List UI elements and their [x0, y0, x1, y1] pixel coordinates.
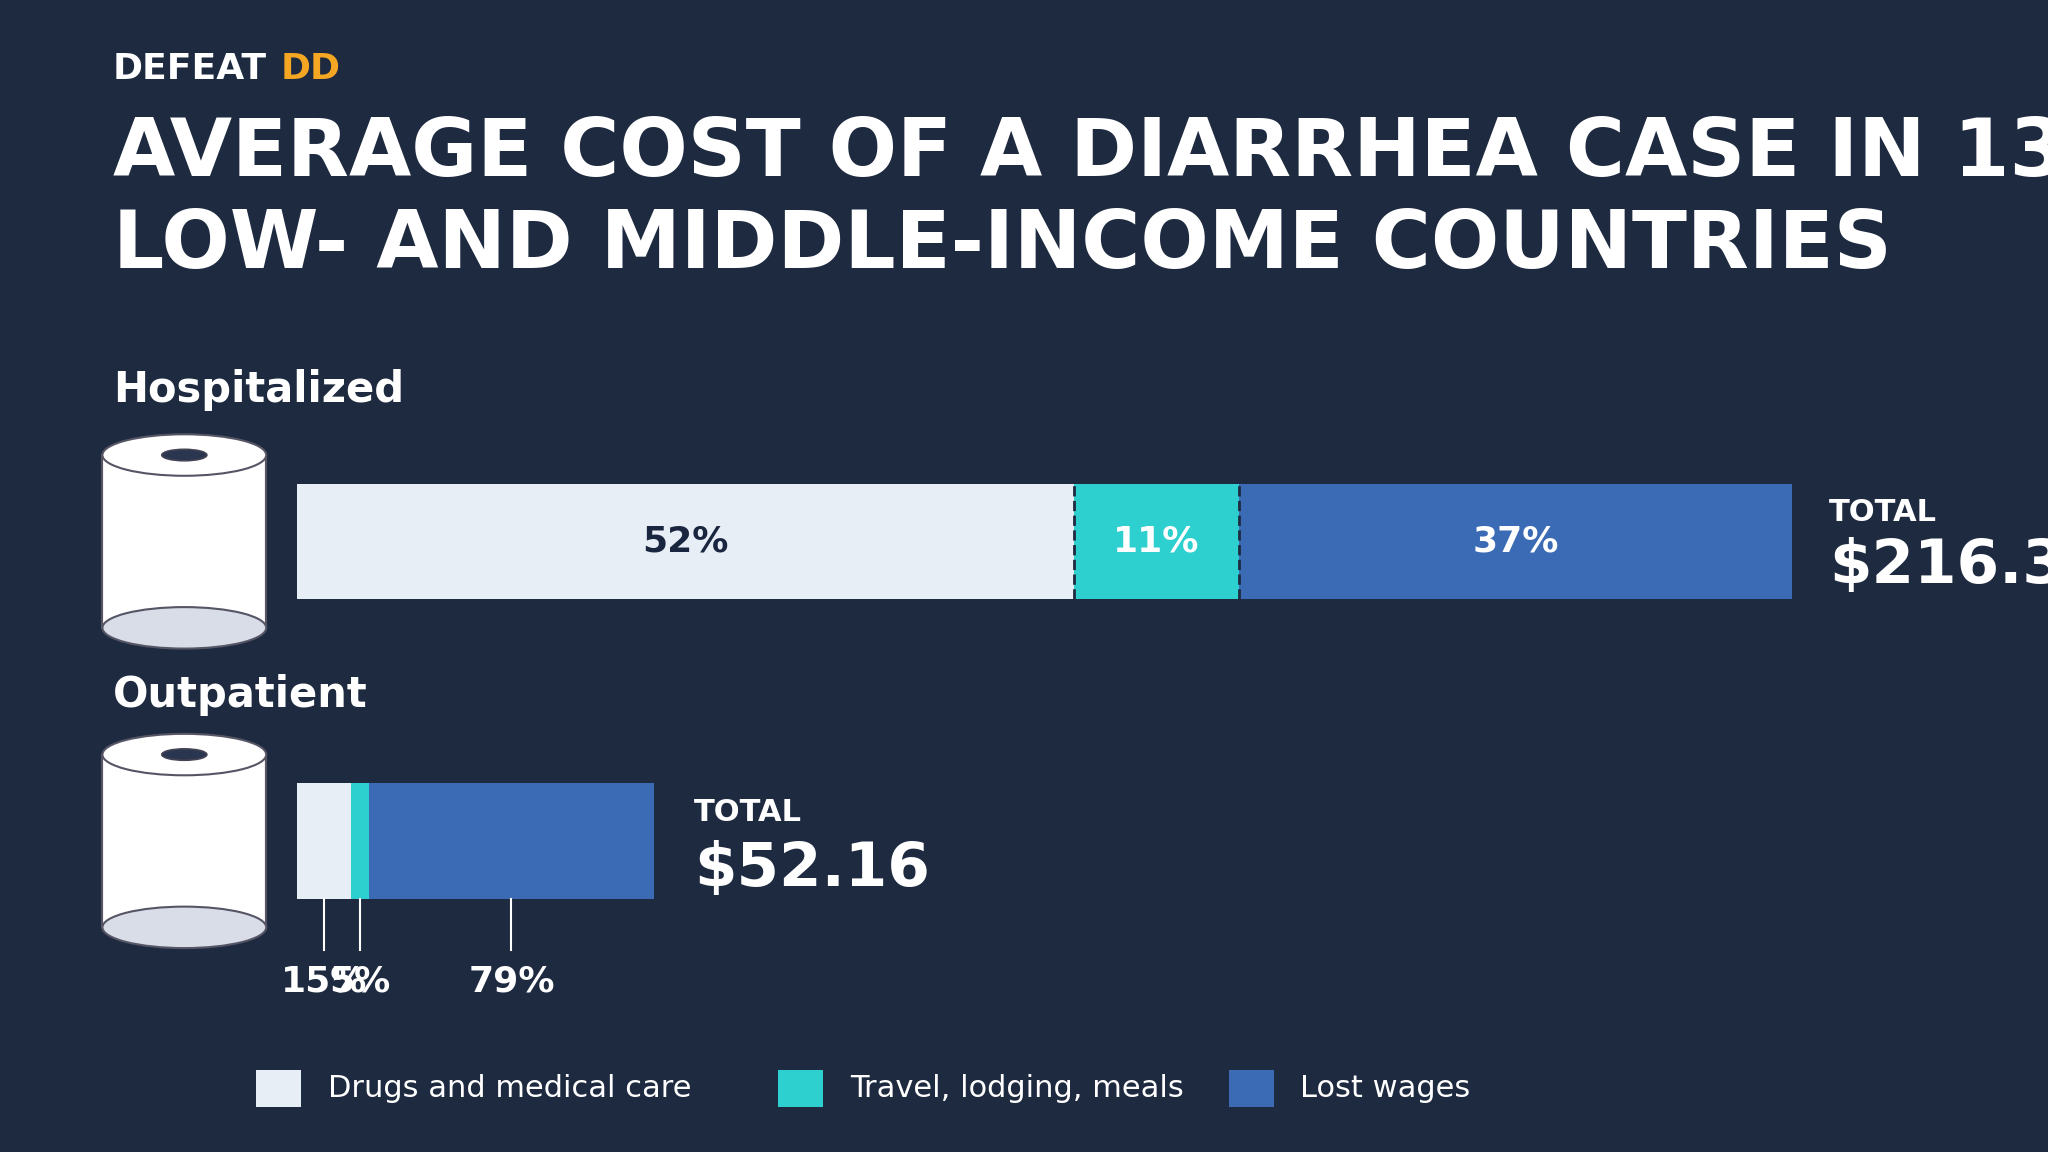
FancyBboxPatch shape — [1239, 484, 1792, 599]
FancyBboxPatch shape — [1229, 1070, 1274, 1107]
FancyBboxPatch shape — [256, 1070, 301, 1107]
Polygon shape — [102, 455, 266, 628]
FancyBboxPatch shape — [350, 783, 369, 899]
Text: 11%: 11% — [1114, 524, 1200, 559]
Text: TOTAL: TOTAL — [1829, 498, 1937, 528]
FancyBboxPatch shape — [778, 1070, 823, 1107]
FancyBboxPatch shape — [297, 783, 350, 899]
Ellipse shape — [102, 907, 266, 948]
Text: 5%: 5% — [330, 964, 391, 999]
FancyBboxPatch shape — [1075, 484, 1239, 599]
Text: $52.16: $52.16 — [694, 840, 930, 900]
Text: LOW- AND MIDDLE-INCOME COUNTRIES: LOW- AND MIDDLE-INCOME COUNTRIES — [113, 207, 1892, 286]
Text: Outpatient: Outpatient — [113, 674, 367, 715]
Text: Travel, lodging, meals: Travel, lodging, meals — [850, 1074, 1184, 1104]
Ellipse shape — [102, 734, 266, 775]
Ellipse shape — [162, 749, 207, 760]
Text: 52%: 52% — [643, 524, 729, 559]
Polygon shape — [102, 755, 266, 927]
Text: Lost wages: Lost wages — [1300, 1074, 1470, 1104]
Text: DEFEAT: DEFEAT — [113, 52, 266, 86]
FancyBboxPatch shape — [369, 783, 653, 899]
Ellipse shape — [102, 434, 266, 476]
Text: DD: DD — [281, 52, 340, 86]
Text: $216.36: $216.36 — [1829, 537, 2048, 597]
FancyBboxPatch shape — [297, 484, 1075, 599]
Text: 79%: 79% — [469, 964, 555, 999]
Text: 37%: 37% — [1473, 524, 1559, 559]
Text: TOTAL: TOTAL — [694, 797, 803, 827]
Ellipse shape — [102, 607, 266, 649]
Text: Drugs and medical care: Drugs and medical care — [328, 1074, 690, 1104]
Text: AVERAGE COST OF A DIARRHEA CASE IN 137: AVERAGE COST OF A DIARRHEA CASE IN 137 — [113, 115, 2048, 194]
Text: 15%: 15% — [281, 964, 367, 999]
Text: Hospitalized: Hospitalized — [113, 369, 403, 410]
Ellipse shape — [162, 449, 207, 461]
